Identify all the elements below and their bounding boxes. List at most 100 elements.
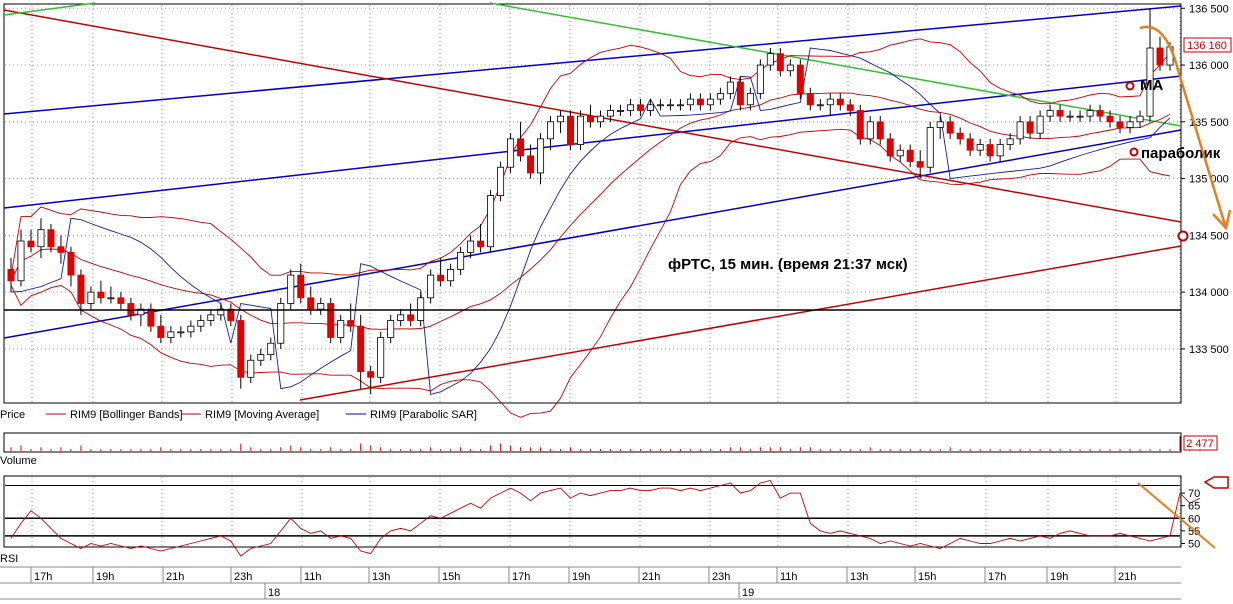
- legend: Price RIM9 [Bollinger Bands] RIM9 [Moving …: [0, 409, 477, 421]
- candle-body-110: [1106, 115, 1114, 123]
- candle-body-17: [177, 331, 185, 334]
- forecast-arrow-rsi: [1137, 482, 1216, 549]
- volume-pane-label: Volume: [0, 455, 37, 467]
- candle-body-112: [1126, 121, 1134, 128]
- candle-body-49: [497, 166, 505, 197]
- candle-body-27: [277, 303, 285, 344]
- trendline-0: [3, 5, 1182, 115]
- forecast-arrow-price: [1139, 25, 1227, 226]
- current-volume-box: [1183, 435, 1218, 451]
- candle-body-40: [407, 314, 415, 321]
- candle-body-1: [17, 240, 25, 282]
- price-tick-label-2: 135 500: [1189, 117, 1229, 129]
- rsi-tick-label-4: 50: [1188, 538, 1200, 550]
- candle-body-37: [377, 337, 385, 378]
- price-tick-label-0: 136 500: [1189, 3, 1229, 15]
- candle-body-39: [397, 314, 405, 321]
- time-label-3: 23h: [234, 571, 252, 583]
- legend-label-2: RIM9 [Moving Average]: [205, 409, 319, 421]
- time-label-9: 21h: [642, 571, 660, 583]
- candle-body-25: [257, 354, 265, 361]
- candle-body-73: [736, 81, 744, 106]
- legend-label-1: RIM9 [Bollinger Bands]: [70, 409, 183, 421]
- candle-body-93: [936, 121, 944, 128]
- candle-body-103: [1036, 115, 1044, 134]
- candle-body-69: [696, 98, 704, 106]
- time-label-16: 21h: [1118, 571, 1136, 583]
- candle-body-98: [986, 144, 994, 157]
- rsi-tick-label-0: 70: [1188, 488, 1200, 500]
- candle-body-88: [886, 138, 894, 157]
- day-label-0: 18: [268, 587, 280, 599]
- candle-body-81: [816, 104, 824, 107]
- candle-body-77: [776, 53, 784, 72]
- target-marker: [1177, 230, 1189, 242]
- bb-lower: [10, 128, 1171, 418]
- time-label-6: 15h: [442, 571, 460, 583]
- candle-body-105: [1056, 110, 1064, 117]
- trendline-6: [489, 2, 1182, 127]
- candle-body-80: [806, 93, 814, 106]
- ma-label: MA: [1140, 77, 1163, 94]
- candle-body-60: [606, 110, 614, 117]
- time-label-14: 17h: [988, 571, 1006, 583]
- candle-body-0: [7, 269, 15, 282]
- candle-body-114: [1146, 47, 1154, 117]
- trendline-5: [3, 2, 96, 16]
- candle-body-65: [656, 104, 664, 107]
- parabolic-sar: [10, 47, 1171, 395]
- candle-body-64: [646, 104, 654, 111]
- candle-body-97: [976, 144, 984, 151]
- time-label-0: 17h: [34, 571, 52, 583]
- candle-body-82: [826, 98, 834, 106]
- volume-pane[interactable]: [3, 432, 1182, 453]
- trend-lines: [3, 2, 1182, 401]
- candle-body-86: [866, 121, 874, 140]
- candle-body-84: [846, 104, 854, 111]
- candle-body-21: [217, 308, 225, 316]
- candle-body-42: [427, 274, 435, 299]
- candle-body-45: [457, 251, 465, 270]
- candle-body-67: [676, 104, 684, 107]
- candle-body-10: [107, 297, 115, 300]
- candle-body-113: [1136, 115, 1144, 123]
- candle-body-4: [47, 229, 55, 248]
- candle-body-24: [247, 359, 255, 378]
- time-label-2: 21h: [166, 571, 184, 583]
- candle-body-55: [557, 115, 565, 123]
- candle-body-23: [237, 320, 245, 378]
- time-label-15: 19h: [1050, 571, 1068, 583]
- candle-body-11: [117, 297, 125, 304]
- candle-body-15: [157, 325, 165, 338]
- time-label-5: 13h: [372, 571, 390, 583]
- candle-body-107: [1076, 115, 1084, 118]
- candle-body-31: [317, 303, 325, 310]
- candle-body-14: [147, 308, 155, 327]
- price-pane[interactable]: [3, 3, 1182, 404]
- candle-body-75: [756, 64, 764, 94]
- candle-body-32: [327, 303, 335, 338]
- candle-body-53: [537, 138, 545, 174]
- legend-label-3: RIM9 [Parabolic SAR]: [370, 409, 477, 421]
- candle-body-51: [517, 138, 525, 157]
- candlesticks: [7, 8, 1174, 395]
- candle-body-70: [706, 98, 714, 106]
- candle-body-43: [437, 274, 445, 282]
- candle-body-58: [587, 115, 594, 123]
- candle-body-33: [337, 320, 345, 338]
- time-label-11: 11h: [780, 571, 798, 583]
- rsi-level-arrow: [1203, 476, 1229, 489]
- time-label-8: 19h: [572, 571, 590, 583]
- candle-body-19: [197, 320, 205, 327]
- rsi-pane[interactable]: [3, 475, 1182, 548]
- candle-body-36: [367, 371, 375, 378]
- candle-body-22: [227, 308, 235, 321]
- candle-body-68: [686, 98, 694, 106]
- candle-body-57: [577, 115, 585, 145]
- candle-body-102: [1026, 121, 1034, 134]
- candle-body-106: [1066, 115, 1074, 118]
- candle-body-111: [1116, 121, 1124, 128]
- candle-body-109: [1096, 110, 1104, 117]
- trendline-1: [3, 75, 1182, 209]
